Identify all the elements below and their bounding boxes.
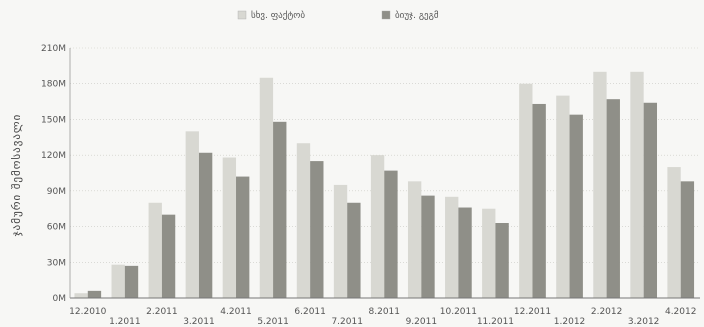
bar-series2 xyxy=(495,223,509,298)
legend-label: სხვ. ფაქტობ xyxy=(251,10,305,21)
bar-series1 xyxy=(445,196,459,298)
x-tick-label: 2.2012 xyxy=(591,307,623,317)
x-tick-label: 12.2011 xyxy=(514,307,551,317)
x-tick-label: 1.2012 xyxy=(554,317,586,327)
bar-series2 xyxy=(643,102,658,298)
bar-series1 xyxy=(222,157,237,298)
bar-series2 xyxy=(569,114,583,299)
y-tick-labels: 0M 30M 60M 90M 120M 150M 180M 210M xyxy=(41,44,66,304)
legend-swatch xyxy=(237,10,247,20)
bar-series1 xyxy=(593,71,607,298)
y-tick-label: 30M xyxy=(47,258,66,268)
legend: სხვ. ფაქტობ ბიუჯ. გეგმ xyxy=(237,10,439,21)
bars xyxy=(74,71,695,299)
x-tick-label: 5.2011 xyxy=(257,317,289,327)
bar-series2 xyxy=(87,290,102,298)
y-tick-label: 60M xyxy=(47,223,66,233)
x-tick-label: 3.2011 xyxy=(183,317,215,327)
x-tick-label: 4.2012 xyxy=(665,307,697,317)
legend-label: ბიუჯ. გეგმ xyxy=(395,10,439,21)
bar-series1 xyxy=(482,208,496,298)
bar-series2 xyxy=(384,170,398,298)
x-tick-label: 10.2011 xyxy=(440,307,477,317)
y-tick-label: 180M xyxy=(41,80,66,90)
bar-series1 xyxy=(519,83,533,298)
bar-series1 xyxy=(74,293,88,298)
bar-series1 xyxy=(370,155,385,298)
bar-series2 xyxy=(198,152,213,298)
x-tick-label: 8.2011 xyxy=(369,307,401,317)
bar-series2 xyxy=(161,214,176,298)
y-tick-label: 150M xyxy=(41,115,66,125)
x-tick-label: 9.2011 xyxy=(406,317,438,327)
x-tick-label: 2.2011 xyxy=(146,307,178,317)
x-tick-label: 12.2010 xyxy=(69,307,106,317)
bar-series1 xyxy=(296,143,311,298)
y-tick-label: 120M xyxy=(41,151,66,161)
legend-swatch xyxy=(381,10,391,20)
y-tick-label: 210M xyxy=(41,44,66,54)
bar-series2 xyxy=(421,195,435,298)
bar-series2 xyxy=(347,202,361,298)
bar-series1 xyxy=(333,184,348,298)
bar-series2 xyxy=(680,181,695,298)
bar-series2 xyxy=(124,265,139,298)
x-tick-label: 11.2011 xyxy=(477,317,514,327)
x-tick-label: 6.2011 xyxy=(294,307,326,317)
x-tick-label: 7.2011 xyxy=(331,317,363,327)
bar-series2 xyxy=(236,176,250,298)
bar-series1 xyxy=(185,131,199,298)
bar-series2 xyxy=(273,121,287,298)
x-tick-label: 4.2011 xyxy=(220,307,252,317)
bar-series2 xyxy=(532,103,546,298)
bar-series1 xyxy=(259,77,274,298)
bar-series1 xyxy=(111,264,125,298)
bar-series2 xyxy=(310,161,324,298)
y-tick-label: 90M xyxy=(47,187,66,197)
bar-series2 xyxy=(606,99,620,298)
bar-series1 xyxy=(148,202,162,298)
x-tick-label: 1.2011 xyxy=(109,317,141,327)
bar-series1 xyxy=(556,95,570,298)
y-tick-label: 0M xyxy=(53,294,67,304)
bar-series1 xyxy=(667,167,681,298)
x-tick-label: 3.2012 xyxy=(628,317,660,327)
y-axis-label: ჯამური შემოსავალი xyxy=(10,114,23,237)
axes xyxy=(69,48,700,299)
bar-series1 xyxy=(407,181,422,298)
bar-series2 xyxy=(458,207,472,298)
bar-series1 xyxy=(630,71,644,298)
